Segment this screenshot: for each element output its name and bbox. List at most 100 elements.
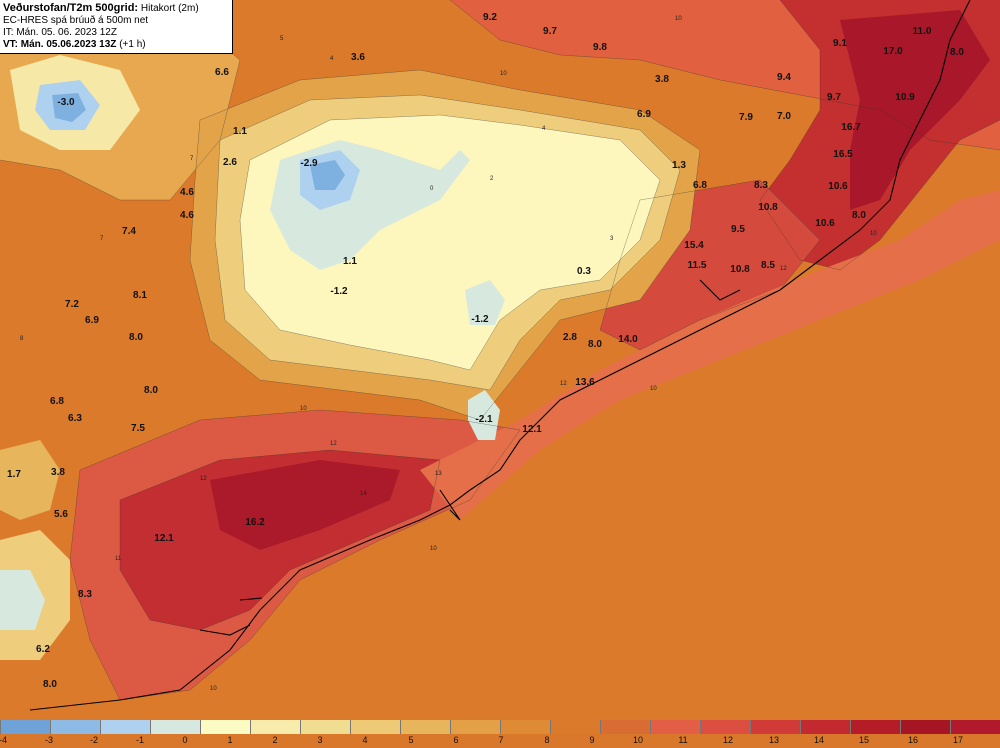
legend-tick: -4 [0, 735, 8, 745]
svg-text:3: 3 [610, 236, 614, 242]
station-temp-label: 9.7 [827, 92, 841, 103]
station-temp-label: 16.7 [841, 122, 861, 133]
legend-swatch [700, 720, 750, 734]
map-info-box: Veðurstofan/T2m 500grid: Hitakort (2m) E… [0, 0, 233, 54]
station-temp-label: 7.4 [122, 226, 136, 237]
svg-text:10: 10 [650, 386, 657, 392]
station-temp-label: 10.6 [828, 181, 848, 192]
legend-tick: -1 [135, 735, 145, 745]
svg-text:8: 8 [20, 336, 24, 342]
station-temp-label: 15.4 [684, 240, 704, 251]
station-temp-label: 1.1 [343, 256, 357, 267]
legend-tick: -2 [89, 735, 99, 745]
station-temp-label: 12.1 [522, 424, 542, 435]
station-temp-label: 8.0 [144, 385, 158, 396]
svg-text:10: 10 [300, 406, 307, 412]
station-temp-label: 9.4 [777, 72, 791, 83]
legend-tick: 9 [589, 735, 595, 745]
legend-swatch [650, 720, 700, 734]
info-title-suffix: Hitakort (2m) [140, 3, 199, 14]
station-temp-label: 17.0 [883, 46, 903, 57]
svg-text:10: 10 [430, 546, 437, 552]
station-temp-label: 8.3 [78, 589, 92, 600]
svg-text:10: 10 [870, 231, 877, 237]
station-temp-label: -2.9 [300, 158, 318, 169]
station-temp-label: 7.2 [65, 299, 79, 310]
legend-swatch [50, 720, 100, 734]
svg-text:0: 0 [430, 186, 434, 192]
station-temp-label: 6.2 [36, 644, 50, 655]
station-temp-label: 6.3 [68, 413, 82, 424]
svg-text:13: 13 [435, 471, 442, 477]
svg-text:5: 5 [280, 36, 284, 42]
legend-color-bar [0, 720, 1000, 734]
temp-zone-sw-cold [0, 570, 45, 630]
temp-zone-w-cool [0, 440, 60, 520]
svg-text:10: 10 [210, 686, 217, 692]
svg-text:4: 4 [542, 126, 546, 132]
legend-tick: 5 [408, 735, 414, 745]
legend-tick: 10 [632, 735, 644, 745]
legend-swatch [0, 720, 50, 734]
station-temp-label: 9.5 [731, 224, 745, 235]
legend-tick: 8 [544, 735, 550, 745]
svg-text:7: 7 [190, 156, 194, 162]
station-temp-label: 12.1 [154, 533, 174, 544]
station-temp-label: 6.8 [50, 396, 64, 407]
temp-zone-west-coldest [52, 93, 86, 122]
legend-tick: 0 [182, 735, 188, 745]
station-temp-label: 9.2 [483, 12, 497, 23]
station-temp-label: 2.8 [563, 332, 577, 343]
legend-tick: 15 [858, 735, 870, 745]
legend-swatch [950, 720, 1000, 734]
station-temp-label: 11.5 [688, 260, 707, 271]
svg-text:4: 4 [330, 56, 334, 62]
station-temp-label: 0.3 [577, 266, 591, 277]
info-init-time: IT: Mán. 05. 06. 2023 12Z [3, 27, 117, 38]
legend-tick: 12 [722, 735, 734, 745]
station-temp-label: 9.7 [543, 26, 557, 37]
info-title-line: Veðurstofan/T2m 500grid: Hitakort (2m) [3, 2, 229, 15]
station-temperature-labels: 9.2 9.7 9.8 9.1 17.0 11.0 8.0 6.6 3.6 3.8 9.4 9.7 10… [7, 12, 964, 690]
temperature-map: 5 4 0 2 4 3 10 12 13 14 12 10 10 12 11 1… [0, 0, 1000, 711]
station-temp-label: 10.6 [815, 218, 835, 229]
legend-tick: 3 [317, 735, 323, 745]
station-temp-label: 14.0 [618, 334, 638, 345]
legend-tick: 4 [362, 735, 368, 745]
svg-text:2: 2 [490, 176, 494, 182]
legend-swatch [400, 720, 450, 734]
station-temp-label: 6.9 [85, 315, 99, 326]
info-lead-time: (+1 h) [119, 39, 146, 50]
station-temp-label: 16.2 [245, 517, 265, 528]
legend-swatch [150, 720, 200, 734]
temp-zone-se-coast [420, 190, 1000, 520]
legend-tick: 7 [498, 735, 504, 745]
station-temp-label: 10.9 [895, 92, 915, 103]
station-temp-label: 8.0 [43, 679, 57, 690]
legend-tick: 16 [907, 735, 919, 745]
info-title: Veðurstofan/T2m 500grid: [3, 2, 139, 14]
station-temp-label: 5.6 [54, 509, 68, 520]
legend-swatch [450, 720, 500, 734]
svg-text:14: 14 [360, 491, 367, 497]
station-temp-label: 10.8 [758, 202, 778, 213]
legend-tick: 17 [952, 735, 964, 745]
legend-swatch [300, 720, 350, 734]
legend-swatch [600, 720, 650, 734]
coastline [29, 0, 971, 711]
station-temp-label: 8.1 [133, 290, 147, 301]
station-temp-label: 8.0 [129, 332, 143, 343]
legend-swatch [550, 720, 600, 734]
legend-tick: 11 [678, 735, 688, 745]
contour-lines [0, 0, 1000, 701]
station-temp-label: 6.9 [637, 109, 651, 120]
info-valid-time-line: VT: Mán. 05.06.2023 13Z (+1 h) [3, 39, 229, 51]
legend-tick: 14 [813, 735, 825, 745]
station-temp-label: 7.0 [777, 111, 791, 122]
svg-text:12: 12 [780, 266, 787, 272]
station-temp-label: 4.6 [180, 187, 194, 198]
station-temp-label: -3.0 [57, 97, 75, 108]
info-model-line: EC-HRES spá brúuð á 500m net [3, 15, 149, 26]
station-temp-label: 16.5 [833, 149, 853, 160]
legend-tick: 1 [227, 735, 233, 745]
